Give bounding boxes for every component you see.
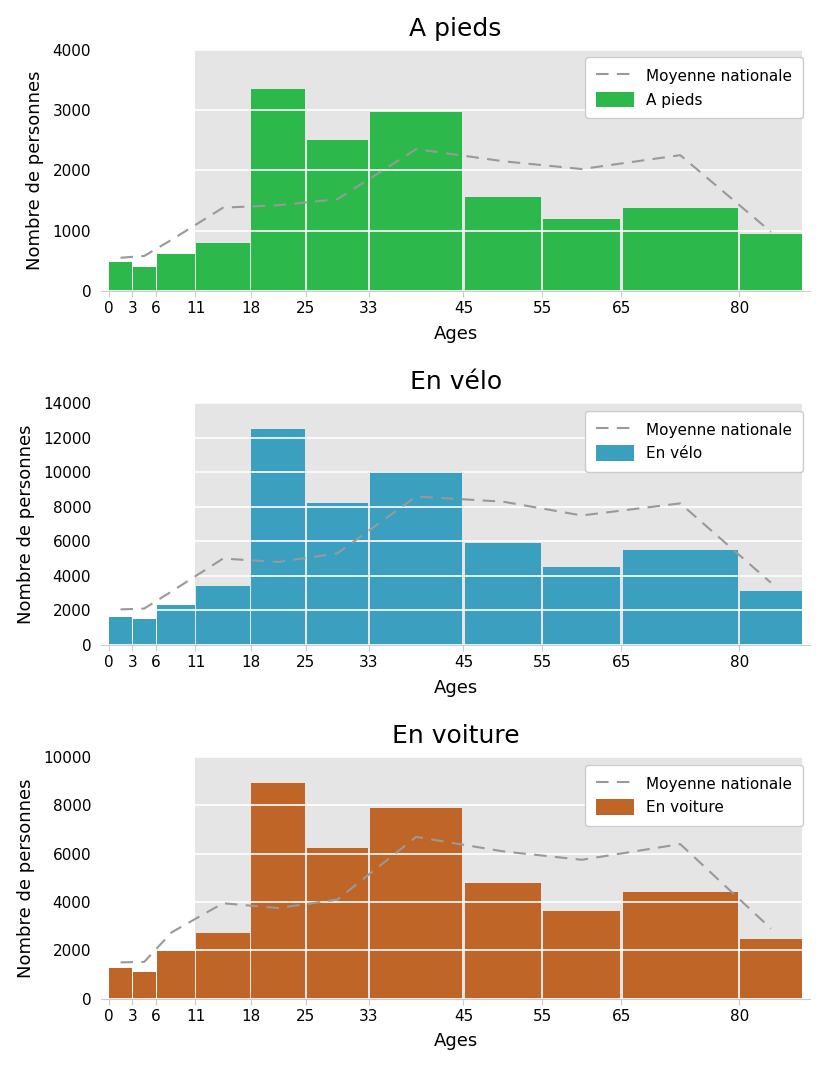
Bar — [109, 969, 132, 999]
Bar — [623, 550, 738, 644]
Title: En voiture: En voiture — [392, 724, 519, 748]
Bar — [740, 591, 801, 644]
Bar — [196, 242, 250, 291]
Y-axis label: Nombre de personnes: Nombre de personnes — [17, 425, 35, 624]
Bar — [196, 586, 250, 644]
Bar — [133, 619, 155, 644]
Bar — [156, 605, 195, 644]
Bar — [195, 49, 802, 291]
Bar — [543, 219, 620, 291]
Bar — [740, 235, 801, 291]
Bar — [156, 951, 195, 999]
Bar — [370, 808, 462, 999]
Bar — [133, 268, 155, 291]
Bar — [307, 504, 368, 644]
Legend: Moyenne nationale, En vélo: Moyenne nationale, En vélo — [585, 411, 803, 472]
X-axis label: Ages: Ages — [433, 1033, 478, 1050]
Bar — [156, 254, 195, 291]
Bar — [465, 543, 541, 644]
Bar — [133, 972, 155, 999]
Legend: Moyenne nationale, A pieds: Moyenne nationale, A pieds — [585, 58, 803, 118]
Bar — [109, 262, 132, 291]
Y-axis label: Nombre de personnes: Nombre de personnes — [26, 70, 44, 270]
Bar — [251, 89, 305, 291]
Bar — [195, 758, 802, 999]
Title: En vélo: En vélo — [409, 370, 502, 395]
Bar — [370, 471, 462, 644]
Y-axis label: Nombre de personnes: Nombre de personnes — [17, 778, 35, 977]
Bar — [623, 208, 738, 291]
Bar — [307, 140, 368, 291]
Bar — [465, 196, 541, 291]
Bar — [370, 112, 462, 291]
Bar — [195, 403, 802, 644]
Title: A pieds: A pieds — [409, 17, 502, 41]
X-axis label: Ages: Ages — [433, 679, 478, 697]
Bar — [307, 847, 368, 999]
Bar — [465, 883, 541, 999]
X-axis label: Ages: Ages — [433, 324, 478, 343]
Bar — [196, 933, 250, 999]
Bar — [740, 939, 801, 999]
Bar — [543, 911, 620, 999]
Bar — [251, 782, 305, 999]
Bar — [109, 617, 132, 644]
Bar — [623, 892, 738, 999]
Bar — [543, 568, 620, 644]
Legend: Moyenne nationale, En voiture: Moyenne nationale, En voiture — [585, 765, 803, 826]
Bar — [251, 429, 305, 644]
